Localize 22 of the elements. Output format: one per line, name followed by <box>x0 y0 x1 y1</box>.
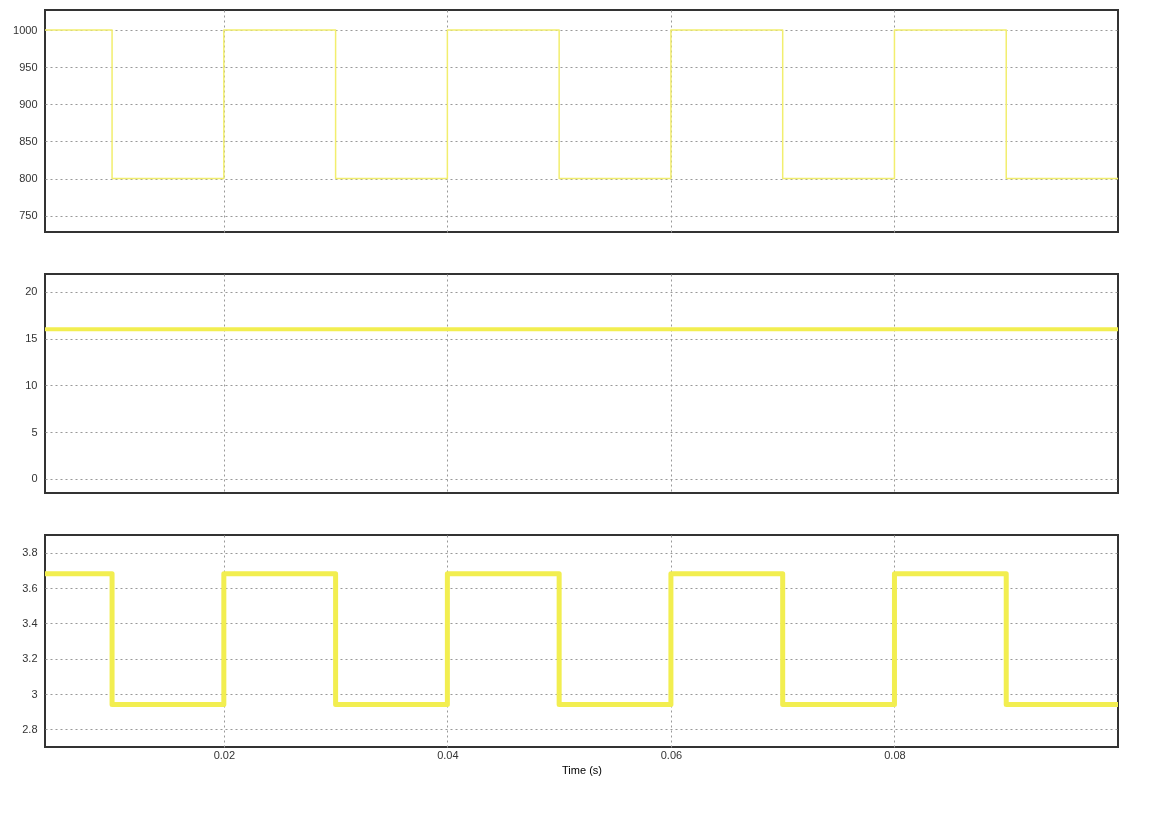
x-tick-label: 0.02 <box>213 748 236 761</box>
y-tick-label: 2.8 <box>22 722 38 735</box>
y-tick-label: 15 <box>25 332 38 345</box>
y-tick-label: 3 <box>31 687 38 700</box>
y-tick-label: 750 <box>19 209 38 222</box>
y-tick-label: 800 <box>19 172 38 185</box>
y-tick-label: 3.8 <box>22 546 38 559</box>
y-tick-label: 10 <box>25 378 38 391</box>
y-tick-label: 0 <box>31 472 38 485</box>
y-tick-label: 850 <box>19 134 38 147</box>
y-tick-label: 950 <box>19 60 38 73</box>
x-tick-label: 0.08 <box>884 748 906 761</box>
x-tick-label: 0.04 <box>437 748 459 761</box>
y-tick-label: 3.6 <box>22 581 38 594</box>
y-tick-label: 1000 <box>13 23 38 36</box>
y-tick-label: 900 <box>19 97 38 110</box>
y-tick-label: 20 <box>25 285 38 298</box>
x-axis-title: Time (s) <box>562 763 602 776</box>
y-tick-label: 3.2 <box>22 652 38 665</box>
y-tick-label: 3.4 <box>22 616 38 629</box>
y-tick-label: 5 <box>31 425 38 438</box>
x-tick-label: 0.06 <box>660 748 683 761</box>
